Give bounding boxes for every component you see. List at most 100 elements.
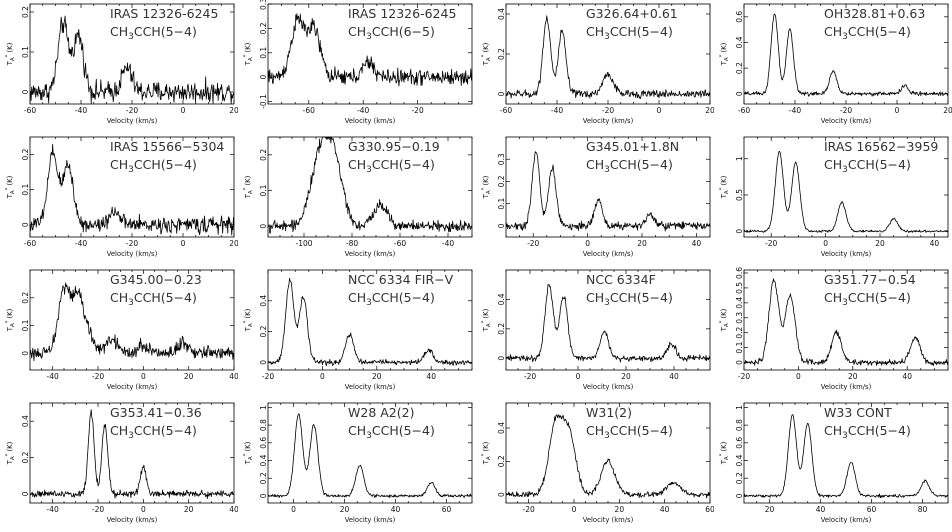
x-tick-label: 0	[576, 372, 581, 381]
y-axis-label: TA* (K)	[243, 175, 254, 199]
x-tick-label: -40	[47, 372, 59, 381]
x-axis-label: Velocity (km/s)	[821, 383, 872, 391]
y-tick-label: 1	[735, 156, 744, 161]
y-tick-label: 0.5	[735, 189, 744, 201]
spectrum-panel: 0 20 40 60 0 0.2 0.4 0.6 0.8 1 Velocity (km/s) TA* …	[243, 402, 473, 524]
x-tick-label: 20	[875, 239, 885, 248]
x-tick-label: -20	[527, 239, 539, 248]
x-axis-label: Velocity (km/s)	[821, 117, 872, 125]
y-axis-label: TA* (K)	[243, 441, 254, 465]
transition-label: CH3CCH(5−4)	[586, 24, 673, 42]
x-axis-label: Velocity (km/s)	[583, 516, 634, 524]
x-axis-label: Velocity (km/s)	[107, 117, 158, 125]
y-tick-label: 0.2	[259, 149, 268, 161]
source-label: W33 CONT	[824, 405, 892, 420]
y-tick-label: 0	[259, 360, 268, 365]
x-tick-label: -40	[47, 505, 59, 514]
x-tick-label: -20	[411, 106, 423, 115]
spectrum-panel: -20 0 20 40 0 0.1 0.2 0.3 0.4 0.5 0.6 Velocity (km/…	[719, 267, 949, 391]
transition-label: CH3CCH(6−5)	[348, 24, 435, 42]
x-tick-label: -60	[24, 106, 36, 115]
y-axis-label: TA* (K)	[719, 175, 730, 199]
x-tick-label: 40	[816, 505, 826, 514]
x-tick-label: 0	[291, 505, 296, 514]
y-tick-label: 0.2	[259, 472, 268, 484]
y-tick-label: 0	[21, 351, 30, 356]
spectrum-panel: -100 -80 -60 -40 0 0.1 0.2 Velocity (km/s) TA* (…	[243, 136, 473, 258]
x-tick-label: 80	[918, 505, 928, 514]
y-tick-label: 0	[21, 89, 30, 94]
x-tick-label: -20	[524, 372, 536, 381]
y-tick-label: 0.1	[497, 197, 506, 209]
y-tick-label: 0.2	[497, 48, 506, 60]
y-tick-label: 0.1	[259, 184, 268, 196]
x-tick-label: 0	[796, 372, 801, 381]
spectrum-panel: 20 40 60 80 0 0.2 0.4 0.6 0.8 1 Velocity (km/s) TA*…	[719, 402, 949, 524]
source-label: IRAS 12326-6245	[348, 6, 456, 21]
y-tick-label: 0.2	[735, 326, 744, 338]
y-tick-label: 0.4	[735, 36, 744, 48]
plot-frame	[267, 269, 473, 371]
y-tick-label: 0.6	[735, 11, 744, 23]
y-tick-label: 0.2	[497, 175, 506, 187]
y-tick-label: 0.2	[735, 472, 744, 484]
x-tick-label: 0	[181, 239, 186, 248]
y-tick-label: 0	[21, 491, 30, 496]
y-tick-label: 0.4	[497, 422, 506, 434]
x-tick-label: 20	[229, 106, 238, 115]
x-tick-label: -20	[738, 372, 750, 381]
y-tick-label: 0.4	[735, 454, 744, 466]
x-tick-label: 20	[621, 372, 631, 381]
x-tick-label: 20	[184, 505, 194, 514]
y-axis-label: TA* (K)	[5, 308, 16, 332]
x-tick-label: 20	[184, 372, 194, 381]
source-label: G351.77−0.54	[824, 272, 916, 287]
x-tick-label: 60	[867, 505, 877, 514]
plot-frame	[505, 269, 711, 371]
y-tick-label: 0.3	[735, 312, 744, 324]
y-tick-label: 0	[735, 91, 744, 96]
x-tick-label: -40	[442, 239, 454, 248]
spectrum-line	[267, 413, 473, 499]
x-tick-label: 0	[141, 372, 146, 381]
spectrum-panel: -20 0 20 40 0 0.2 0.4 Velocity (km/s) TA* (K) NCC…	[481, 269, 711, 391]
x-tick-label: 0	[320, 372, 325, 381]
x-axis-label: Velocity (km/s)	[583, 250, 634, 258]
spectrum-panel: -60 -40 -20 0 20 0 0.2 0.4 0.6 Velocity (km/s) TA*…	[719, 3, 952, 125]
y-tick-label: 0	[259, 493, 268, 498]
x-tick-label: 40	[930, 239, 940, 248]
x-tick-label: 20	[229, 239, 238, 248]
x-tick-label: 60	[705, 505, 714, 514]
y-axis-label: TA* (K)	[719, 441, 730, 465]
y-tick-label: 0.4	[497, 293, 506, 305]
transition-label: CH3CCH(5−4)	[586, 290, 673, 308]
x-tick-label: 20	[637, 239, 647, 248]
x-tick-label: 40	[426, 372, 436, 381]
x-axis-label: Velocity (km/s)	[583, 117, 634, 125]
x-tick-label: 40	[669, 372, 679, 381]
y-tick-label: 0.5	[735, 282, 744, 294]
x-tick-label: 20	[372, 372, 382, 381]
transition-label: CH3CCH(5−4)	[824, 423, 911, 441]
spectrum-panel: -60 -40 -20 0 20 0 0.2 0.4 Velocity (km/s) TA* (K…	[481, 3, 714, 125]
y-axis-label: TA* (K)	[5, 42, 16, 66]
spectrum-line	[505, 414, 711, 499]
y-tick-label: 0.4	[259, 454, 268, 466]
y-axis-label: TA* (K)	[243, 308, 254, 332]
source-label: IRAS 16562−3959	[824, 139, 938, 154]
transition-label: CH3CCH(5−4)	[110, 24, 197, 42]
spectrum-line	[743, 150, 949, 233]
x-tick-label: -60	[303, 106, 315, 115]
x-tick-label: -60	[738, 106, 750, 115]
y-tick-label: 0.1	[735, 341, 744, 353]
source-label: NCC 6334 FIR−V	[348, 272, 454, 287]
x-tick-label: -40	[551, 106, 563, 115]
y-tick-label: 0	[497, 356, 506, 361]
y-tick-label: 0.2	[259, 22, 268, 34]
x-axis-label: Velocity (km/s)	[107, 516, 158, 524]
y-axis-label: TA* (K)	[5, 175, 16, 199]
y-tick-label: 0.3	[497, 153, 506, 165]
source-label: IRAS 15566−5304	[110, 139, 224, 154]
transition-label: CH3CCH(5−4)	[110, 423, 197, 441]
y-tick-label: 0.6	[259, 437, 268, 449]
